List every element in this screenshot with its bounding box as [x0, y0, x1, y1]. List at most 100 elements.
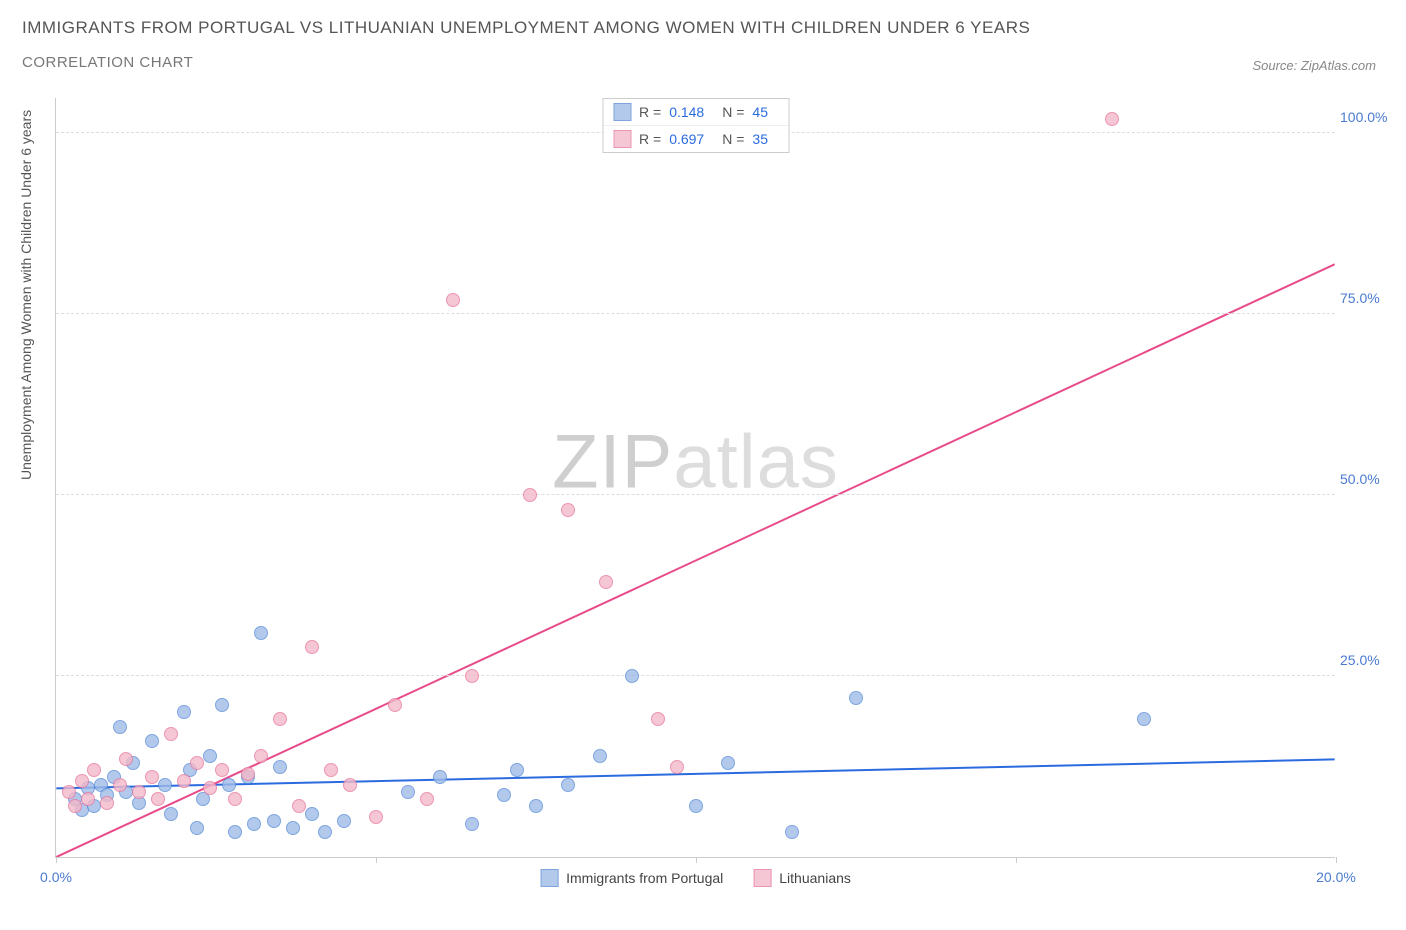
- data-point: [228, 792, 242, 806]
- data-point: [1137, 712, 1151, 726]
- y-tick-label: 100.0%: [1340, 109, 1395, 125]
- data-point: [177, 705, 191, 719]
- data-point: [465, 669, 479, 683]
- data-point: [343, 778, 357, 792]
- data-point: [145, 770, 159, 784]
- legend-series-label: Immigrants from Portugal: [566, 870, 723, 886]
- data-point: [420, 792, 434, 806]
- data-point: [849, 691, 863, 705]
- data-point: [561, 503, 575, 517]
- data-point: [1105, 112, 1119, 126]
- data-point: [190, 756, 204, 770]
- stat-n-value: 45: [752, 104, 768, 120]
- legend-series-item: Immigrants from Portugal: [540, 869, 723, 887]
- correlation-legend: R = 0.148 N = 45 R = 0.697 N = 35: [602, 98, 789, 153]
- y-axis-label: Unemployment Among Women with Children U…: [18, 110, 34, 480]
- y-tick-label: 50.0%: [1340, 471, 1395, 487]
- data-point: [87, 763, 101, 777]
- data-point: [529, 799, 543, 813]
- chart-subtitle: CORRELATION CHART: [22, 54, 1384, 71]
- stat-r-label: R =: [639, 104, 661, 120]
- data-point: [68, 799, 82, 813]
- data-point: [305, 640, 319, 654]
- legend-swatch: [613, 130, 631, 148]
- stat-n-value: 35: [752, 131, 768, 147]
- data-point: [292, 799, 306, 813]
- data-point: [337, 814, 351, 828]
- data-point: [62, 785, 76, 799]
- data-point: [510, 763, 524, 777]
- data-point: [158, 778, 172, 792]
- data-point: [75, 774, 89, 788]
- data-point: [286, 821, 300, 835]
- data-point: [151, 792, 165, 806]
- x-tick-mark: [1336, 857, 1337, 863]
- x-tick-mark: [56, 857, 57, 863]
- source-attribution: Source: ZipAtlas.com: [1252, 58, 1376, 73]
- data-point: [388, 698, 402, 712]
- data-point: [785, 825, 799, 839]
- data-point: [215, 698, 229, 712]
- gridline: [56, 494, 1335, 495]
- data-point: [651, 712, 665, 726]
- data-point: [81, 792, 95, 806]
- data-point: [228, 825, 242, 839]
- y-tick-label: 25.0%: [1340, 652, 1395, 668]
- data-point: [190, 821, 204, 835]
- data-point: [222, 778, 236, 792]
- x-tick-mark: [1016, 857, 1017, 863]
- data-point: [497, 788, 511, 802]
- data-point: [446, 293, 460, 307]
- data-point: [689, 799, 703, 813]
- stat-r-value: 0.697: [669, 131, 704, 147]
- data-point: [113, 778, 127, 792]
- x-tick-label: 20.0%: [1316, 869, 1356, 885]
- chart-title: IMMIGRANTS FROM PORTUGAL VS LITHUANIAN U…: [22, 18, 1384, 38]
- data-point: [254, 749, 268, 763]
- gridline: [56, 675, 1335, 676]
- data-point: [119, 752, 133, 766]
- stat-r-value: 0.148: [669, 104, 704, 120]
- data-point: [318, 825, 332, 839]
- stat-r-label: R =: [639, 131, 661, 147]
- data-point: [593, 749, 607, 763]
- legend-stat-row: R = 0.148 N = 45: [603, 99, 788, 125]
- data-point: [254, 626, 268, 640]
- data-point: [670, 760, 684, 774]
- data-point: [401, 785, 415, 799]
- data-point: [241, 767, 255, 781]
- data-point: [369, 810, 383, 824]
- scatter-chart: ZIPatlas R =0.148N =45R =0.697N =35 Immi…: [55, 98, 1335, 858]
- data-point: [247, 817, 261, 831]
- stat-n-label: N =: [722, 131, 744, 147]
- data-point: [267, 814, 281, 828]
- data-point: [273, 760, 287, 774]
- gridline: [56, 313, 1335, 314]
- data-point: [523, 488, 537, 502]
- data-point: [100, 796, 114, 810]
- x-tick-mark: [696, 857, 697, 863]
- legend-stat-row: R = 0.697 N = 35: [603, 125, 788, 152]
- legend-swatch: [613, 103, 631, 121]
- series-legend: Immigrants from Portugal Lithuanians: [540, 869, 851, 887]
- data-point: [215, 763, 229, 777]
- data-point: [113, 720, 127, 734]
- data-point: [305, 807, 319, 821]
- data-point: [273, 712, 287, 726]
- x-tick-label: 0.0%: [40, 869, 72, 885]
- data-point: [599, 575, 613, 589]
- legend-swatch: [540, 869, 558, 887]
- trend-lines: [56, 98, 1335, 857]
- stat-n-label: N =: [722, 104, 744, 120]
- data-point: [177, 774, 191, 788]
- data-point: [625, 669, 639, 683]
- data-point: [132, 785, 146, 799]
- data-point: [203, 749, 217, 763]
- data-point: [324, 763, 338, 777]
- data-point: [465, 817, 479, 831]
- data-point: [203, 781, 217, 795]
- legend-series-item: Lithuanians: [753, 869, 851, 887]
- y-tick-label: 75.0%: [1340, 290, 1395, 306]
- data-point: [164, 727, 178, 741]
- legend-swatch: [753, 869, 771, 887]
